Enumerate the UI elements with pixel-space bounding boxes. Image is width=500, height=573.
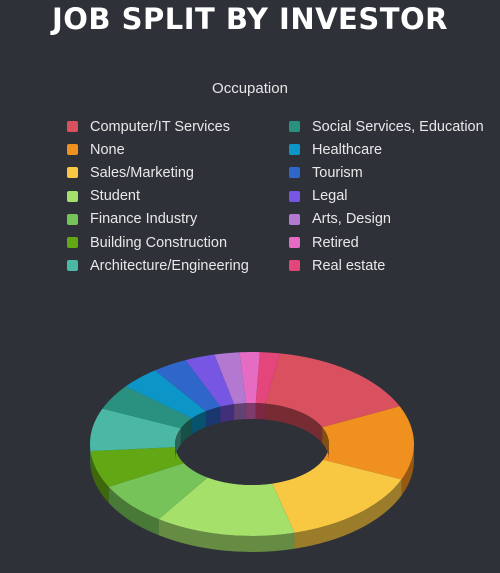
legend-label: Retired — [312, 234, 359, 251]
donut-inner-wall-segment — [180, 418, 192, 445]
donut-inner-wall-segment — [322, 427, 329, 460]
legend-title: Occupation — [212, 80, 288, 97]
legend-label: Healthcare — [312, 141, 383, 158]
legend-label: Social Services, Education — [312, 118, 484, 135]
donut-inner-wall-segment — [265, 403, 323, 444]
donut-slices — [90, 352, 414, 536]
legend-label: Arts, Design — [312, 211, 391, 228]
legend-item[interactable]: Arts, Design — [289, 208, 484, 231]
legend-item[interactable]: Computer/IT Services — [67, 115, 249, 138]
donut-slice[interactable] — [214, 352, 247, 405]
legend-swatch — [289, 190, 300, 202]
legend-column-left: Computer/IT Services None Sales/Marketing S… — [67, 115, 249, 277]
legend-swatch — [289, 213, 300, 225]
donut-side-segment — [90, 451, 109, 503]
legend-label: Architecture/Engineering — [90, 257, 249, 274]
donut-slice[interactable] — [239, 352, 260, 404]
legend-item[interactable]: Tourism — [289, 161, 484, 184]
donut-slice[interactable] — [322, 406, 414, 480]
legend-label: Real estate — [312, 257, 386, 274]
legend-swatch — [67, 144, 78, 156]
legend-swatch — [289, 167, 300, 179]
legend-item[interactable]: Legal — [289, 185, 484, 208]
donut-slice[interactable] — [90, 408, 181, 452]
donut-slice[interactable] — [90, 447, 184, 487]
legend-swatch — [67, 260, 78, 272]
donut-inner-wall-segment — [234, 403, 247, 421]
legend-label: Computer/IT Services — [90, 118, 230, 135]
legend-swatch — [67, 190, 78, 202]
donut-slice[interactable] — [154, 360, 221, 412]
legend-item[interactable]: Social Services, Education — [289, 115, 484, 138]
legend-item[interactable]: Real estate — [289, 254, 484, 277]
donut-slice[interactable] — [185, 354, 235, 407]
legend-swatch — [289, 260, 300, 272]
donut-inner-wall-segment — [246, 403, 256, 420]
legend-label: Finance Industry — [90, 211, 198, 228]
donut-slice[interactable] — [158, 477, 295, 536]
donut-inner-wall-segment — [255, 403, 266, 420]
donut-side-segment — [158, 519, 295, 552]
legend-label: Building Construction — [90, 234, 228, 251]
legend-label: Student — [90, 188, 140, 205]
donut-inner-wall-segment — [175, 428, 181, 460]
donut-inner-wall-segment — [205, 406, 221, 428]
legend-swatch — [67, 237, 78, 249]
legend-column-right: Social Services, Education Healthcare Tour… — [289, 115, 484, 277]
legend-item[interactable]: Sales/Marketing — [67, 161, 249, 184]
legend-swatch — [67, 213, 78, 225]
donut-side-segment — [294, 479, 402, 549]
legend-label: None — [90, 141, 125, 158]
legend-item[interactable]: Healthcare — [289, 138, 484, 161]
legend-swatch — [289, 237, 300, 249]
legend-item[interactable]: Finance Industry — [67, 208, 249, 231]
legend-swatch — [289, 121, 300, 133]
donut-side-segment — [401, 444, 414, 496]
donut-inner-wall-segment — [220, 404, 235, 423]
legend-item[interactable]: Retired — [289, 231, 484, 254]
donut-slice[interactable] — [265, 353, 400, 428]
legend-item[interactable]: Student — [67, 185, 249, 208]
legend-label: Sales/Marketing — [90, 164, 194, 181]
legend-swatch — [67, 167, 78, 179]
legend-label: Legal — [312, 188, 348, 205]
donut-slice[interactable] — [125, 370, 206, 419]
chart-title: JOB SPLIT BY INVESTOR — [51, 2, 448, 36]
donut-slice[interactable] — [102, 386, 192, 429]
donut-slice[interactable] — [108, 463, 208, 520]
legend-label: Tourism — [312, 164, 363, 181]
legend-swatch — [67, 121, 78, 133]
donut-inner-wall-segment — [191, 411, 206, 435]
legend-swatch — [289, 144, 300, 156]
legend-item[interactable]: None — [67, 138, 249, 161]
donut-slice[interactable] — [272, 459, 402, 533]
donut-side-walls — [90, 444, 414, 552]
legend-item[interactable]: Building Construction — [67, 231, 249, 254]
donut-side-segment — [108, 486, 159, 536]
donut-slice[interactable] — [255, 352, 281, 404]
legend-item[interactable]: Architecture/Engineering — [67, 254, 249, 277]
